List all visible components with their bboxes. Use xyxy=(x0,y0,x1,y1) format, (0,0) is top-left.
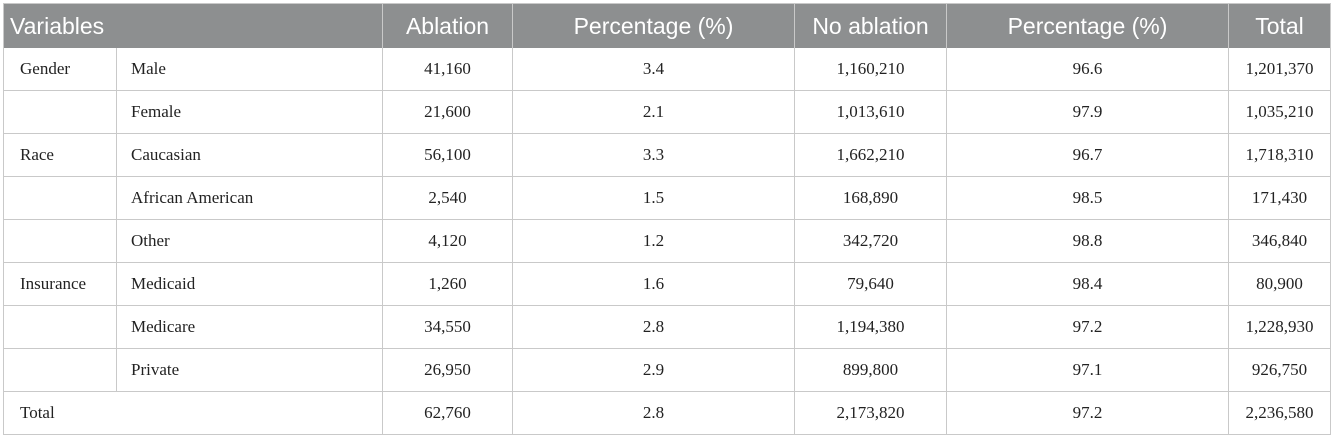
table-row: Private 26,950 2.9 899,800 97.1 926,750 xyxy=(3,348,1331,392)
total-no-ablation-percentage: 97.2 xyxy=(946,391,1229,435)
cell-total: 80,900 xyxy=(1228,262,1331,306)
cell-total: 926,750 xyxy=(1228,348,1331,392)
header-row: Variables Ablation Percentage (%) No abl… xyxy=(3,3,1331,48)
cell-ablation-percentage: 3.4 xyxy=(512,48,795,91)
total-total: 2,236,580 xyxy=(1228,391,1331,435)
cell-no-ablation: 342,720 xyxy=(794,219,947,263)
cell-no-ablation-percentage: 97.2 xyxy=(946,305,1229,349)
row-variable-label: Male xyxy=(116,48,383,91)
header-variables: Variables xyxy=(3,3,383,48)
row-variable-label: Female xyxy=(116,90,383,134)
cell-ablation-percentage: 2.8 xyxy=(512,305,795,349)
total-ablation: 62,760 xyxy=(382,391,513,435)
cell-ablation-percentage: 1.2 xyxy=(512,219,795,263)
row-group-label xyxy=(3,176,117,220)
ablation-statistics-table: Variables Ablation Percentage (%) No abl… xyxy=(3,3,1331,435)
cell-total: 1,201,370 xyxy=(1228,48,1331,91)
cell-ablation-percentage: 1.6 xyxy=(512,262,795,306)
cell-ablation-percentage: 3.3 xyxy=(512,133,795,177)
total-row-label: Total xyxy=(3,391,383,435)
cell-ablation: 4,120 xyxy=(382,219,513,263)
cell-total: 1,718,310 xyxy=(1228,133,1331,177)
row-variable-label: Medicaid xyxy=(116,262,383,306)
row-variable-label: African American xyxy=(116,176,383,220)
row-group-label xyxy=(3,90,117,134)
cell-no-ablation: 79,640 xyxy=(794,262,947,306)
header-total: Total xyxy=(1228,3,1331,48)
row-group-label: Race xyxy=(3,133,117,177)
row-group-label xyxy=(3,348,117,392)
table-row: Female 21,600 2.1 1,013,610 97.9 1,035,2… xyxy=(3,90,1331,134)
cell-no-ablation-percentage: 96.7 xyxy=(946,133,1229,177)
table-row: Gender Male 41,160 3.4 1,160,210 96.6 1,… xyxy=(3,48,1331,91)
table-row: Insurance Medicaid 1,260 1.6 79,640 98.4… xyxy=(3,262,1331,306)
cell-ablation: 26,950 xyxy=(382,348,513,392)
total-ablation-percentage: 2.8 xyxy=(512,391,795,435)
cell-no-ablation-percentage: 97.1 xyxy=(946,348,1229,392)
table-body: Gender Male 41,160 3.4 1,160,210 96.6 1,… xyxy=(3,48,1331,435)
cell-no-ablation-percentage: 96.6 xyxy=(946,48,1229,91)
row-variable-label: Other xyxy=(116,219,383,263)
total-no-ablation: 2,173,820 xyxy=(794,391,947,435)
cell-ablation: 1,260 xyxy=(382,262,513,306)
row-variable-label: Medicare xyxy=(116,305,383,349)
cell-ablation: 34,550 xyxy=(382,305,513,349)
cell-no-ablation-percentage: 98.4 xyxy=(946,262,1229,306)
cell-no-ablation: 168,890 xyxy=(794,176,947,220)
cell-ablation: 21,600 xyxy=(382,90,513,134)
row-group-label xyxy=(3,305,117,349)
table-row: Other 4,120 1.2 342,720 98.8 346,840 xyxy=(3,219,1331,263)
cell-no-ablation: 1,160,210 xyxy=(794,48,947,91)
cell-total: 1,228,930 xyxy=(1228,305,1331,349)
cell-ablation-percentage: 2.1 xyxy=(512,90,795,134)
cell-no-ablation: 1,194,380 xyxy=(794,305,947,349)
data-table-container: Variables Ablation Percentage (%) No abl… xyxy=(3,3,1331,435)
cell-total: 171,430 xyxy=(1228,176,1331,220)
row-group-label: Insurance xyxy=(3,262,117,306)
header-no-ablation: No ablation xyxy=(794,3,947,48)
cell-no-ablation: 1,662,210 xyxy=(794,133,947,177)
row-group-label xyxy=(3,219,117,263)
total-row: Total 62,760 2.8 2,173,820 97.2 2,236,58… xyxy=(3,391,1331,435)
header-no-ablation-percentage: Percentage (%) xyxy=(946,3,1229,48)
cell-no-ablation: 899,800 xyxy=(794,348,947,392)
cell-ablation: 2,540 xyxy=(382,176,513,220)
header-ablation: Ablation xyxy=(382,3,513,48)
cell-no-ablation-percentage: 98.8 xyxy=(946,219,1229,263)
cell-ablation: 41,160 xyxy=(382,48,513,91)
cell-total: 1,035,210 xyxy=(1228,90,1331,134)
cell-ablation-percentage: 1.5 xyxy=(512,176,795,220)
cell-no-ablation-percentage: 97.9 xyxy=(946,90,1229,134)
cell-no-ablation-percentage: 98.5 xyxy=(946,176,1229,220)
table-row: Race Caucasian 56,100 3.3 1,662,210 96.7… xyxy=(3,133,1331,177)
table-row: African American 2,540 1.5 168,890 98.5 … xyxy=(3,176,1331,220)
cell-total: 346,840 xyxy=(1228,219,1331,263)
row-group-label: Gender xyxy=(3,48,117,91)
row-variable-label: Private xyxy=(116,348,383,392)
cell-ablation-percentage: 2.9 xyxy=(512,348,795,392)
header-ablation-percentage: Percentage (%) xyxy=(512,3,795,48)
table-row: Medicare 34,550 2.8 1,194,380 97.2 1,228… xyxy=(3,305,1331,349)
table-header: Variables Ablation Percentage (%) No abl… xyxy=(3,3,1331,48)
cell-ablation: 56,100 xyxy=(382,133,513,177)
row-variable-label: Caucasian xyxy=(116,133,383,177)
cell-no-ablation: 1,013,610 xyxy=(794,90,947,134)
